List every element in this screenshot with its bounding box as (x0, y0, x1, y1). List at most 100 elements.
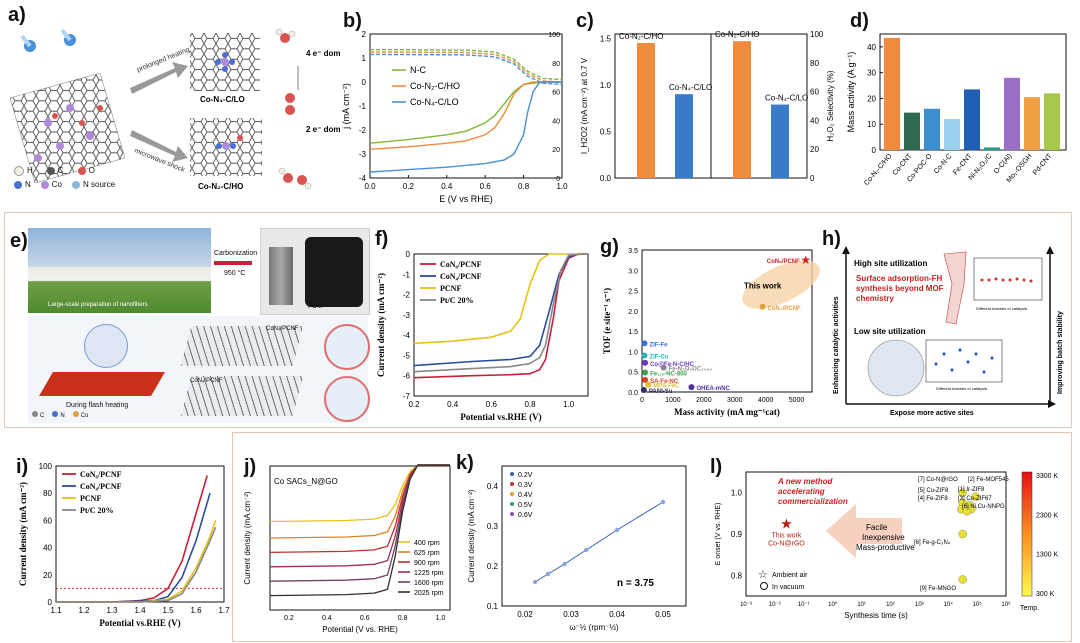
panel-j-chart: 0.2 0.4 0.6 0.8 1.0 Potential (V vs. RHE) Curr… (243, 464, 451, 634)
n-annotation: n = 3.75 (617, 578, 654, 589)
point-5 (660, 364, 667, 371)
y-tick-label: 0 (406, 250, 411, 259)
point-7 (642, 376, 649, 383)
x-tick-label: 0.2 (284, 615, 294, 622)
zoom-circle-1 (324, 324, 370, 370)
point-7 (962, 507, 972, 516)
panel-label-e: e) (10, 230, 28, 252)
pcnf-photo (260, 228, 370, 315)
x-tick-label: 0.04 (609, 610, 625, 619)
y-tick-label: -4 (403, 331, 411, 340)
legend-h: H (14, 166, 33, 176)
y-tick-label: 1.5 (600, 34, 612, 43)
colorbar (1021, 471, 1033, 597)
facile-line-1: Facile (866, 523, 888, 532)
y-tick-label: -2 (359, 126, 367, 135)
y-tick-label: 3.5 (628, 248, 638, 255)
series-line-1 (369, 81, 562, 150)
bar-8 (1044, 93, 1060, 150)
selectivity-dash-1 (369, 51, 563, 83)
x-tick-label: 0.8 (518, 182, 530, 191)
point-label-4: [1] Ir-ZIF8 (958, 487, 985, 493)
y-tick-label: -3 (403, 311, 411, 320)
series-line-2 (369, 81, 562, 173)
x-tick-label: 0.2 (408, 400, 420, 409)
x-axis-label: Potential vs.RHE (V) (460, 412, 541, 422)
plot-frame (369, 33, 563, 179)
panel-e-legend: C N Co (32, 411, 88, 419)
panel-label-a: a) (8, 4, 26, 26)
y-tick-label: 20 (867, 94, 876, 103)
colorbar-label: Temp. (1020, 605, 1039, 612)
x-tick-label: 0.4 (441, 182, 453, 191)
product-sheet-1 (180, 326, 304, 366)
x-tick-label: 1.5 (162, 606, 174, 615)
panel-i-chart: 1.1 1.2 1.3 1.4 1.5 1.6 1.7 0 20 40 60 80 100 Potenti… (18, 462, 230, 628)
series-line-5 (269, 464, 450, 597)
legend-ambient: Ambient air (772, 572, 808, 579)
legend-label-2: PCNF (440, 284, 461, 293)
y-tick-label: 0.1 (487, 602, 499, 611)
y-tick-label: 1.5 (628, 329, 638, 336)
y-tick-label: -6 (403, 372, 411, 381)
point-label-0: CoN₆/PCNF (767, 259, 800, 265)
y-tick-label: 1 (362, 54, 367, 63)
y-tick-label: 0.0 (628, 390, 638, 397)
panel-label-d: d) (850, 10, 869, 32)
panel-f-chart: 0.2 0.4 0.6 0.8 1.0 0 -1 -2 -3 -4 -5 -6 -7 Potential … (376, 250, 589, 422)
selectivity-dash-2 (369, 53, 563, 86)
legend-label-0: N-C (410, 65, 426, 75)
y-tick-label: 2.5 (628, 289, 638, 296)
x-tick-label: 1.1 (50, 606, 62, 615)
x-tick-label: 10⁶ (1001, 601, 1011, 608)
point-6 (642, 369, 649, 376)
y-tick-label: 0.4 (487, 482, 499, 491)
point-label-9: PANI-Su (649, 389, 673, 395)
y-tick-label: 40 (867, 43, 876, 52)
bar-5 (984, 147, 1000, 150)
series-line-0 (269, 464, 450, 523)
this-work-line-2: Co-N@rGO (768, 541, 805, 548)
legend-label-0: 0.2V (518, 472, 533, 479)
legend-label-1: 625 rpm (414, 550, 440, 557)
panel-label-l: l) (710, 456, 723, 478)
x-tick-label: 2000 (696, 397, 712, 404)
point-2 (641, 340, 648, 347)
x-tick-label: 1.6 (190, 606, 202, 615)
product-label-2: CoN₆/PCNF (190, 378, 223, 384)
panel-e-photo-caption: Large-scale preparation of nanofibers (48, 302, 148, 308)
legend-label-2: 900 rpm (414, 560, 440, 567)
h-inset-top (973, 257, 1043, 301)
x-tick-label: 4000 (758, 397, 774, 404)
series-line-1 (413, 253, 588, 367)
facile-line-2: Inexpensive (862, 533, 905, 542)
panel-d-chart: 0 10 20 30 40 Mass activity (A g⁻¹) Co-N₂-C/HO… (846, 33, 1067, 187)
point-label-7: [6] Ni,Cu-NNPG (962, 504, 1005, 510)
carbonization-temp: 950 °C (224, 270, 246, 277)
point-label-7: SA-Fe-NC (650, 379, 679, 385)
h-inset-top-xlabel: Different batches of catalysts (976, 306, 1027, 311)
legend-marker-0 (510, 472, 514, 476)
point-label-6: Fe₂.₅-NC-800 (650, 372, 687, 378)
plot-frame (745, 471, 1007, 597)
y2-tick-label: 40 (552, 118, 560, 125)
series-line-3 (413, 253, 589, 373)
colorbar-tick-2: 1300 K (1036, 552, 1059, 559)
x-axis-label: Potential (V vs. RHE) (322, 625, 398, 634)
y-tick-label: 0.0 (600, 174, 612, 183)
h-right-axis-label: Improving batch stability (1057, 311, 1064, 394)
y-tick-label: 0.8 (731, 571, 743, 580)
data-point-1 (545, 571, 551, 577)
legend-label-4: 1600 rpm (414, 580, 444, 587)
series-line-1 (269, 464, 450, 539)
bar-0 (884, 37, 900, 150)
point-9 (640, 386, 647, 393)
x-tick-label: 3000 (727, 397, 743, 404)
x-tick-label: 0.03 (563, 610, 579, 619)
x-tick-label: 0.02 (517, 610, 533, 619)
point-2 (971, 492, 980, 502)
h-high-label: High site utilization (854, 259, 927, 268)
series-line-2 (413, 253, 588, 345)
legend-label-1: 0.3V (518, 482, 533, 489)
legend-label-0: CoN₆/PCNF (440, 260, 482, 269)
